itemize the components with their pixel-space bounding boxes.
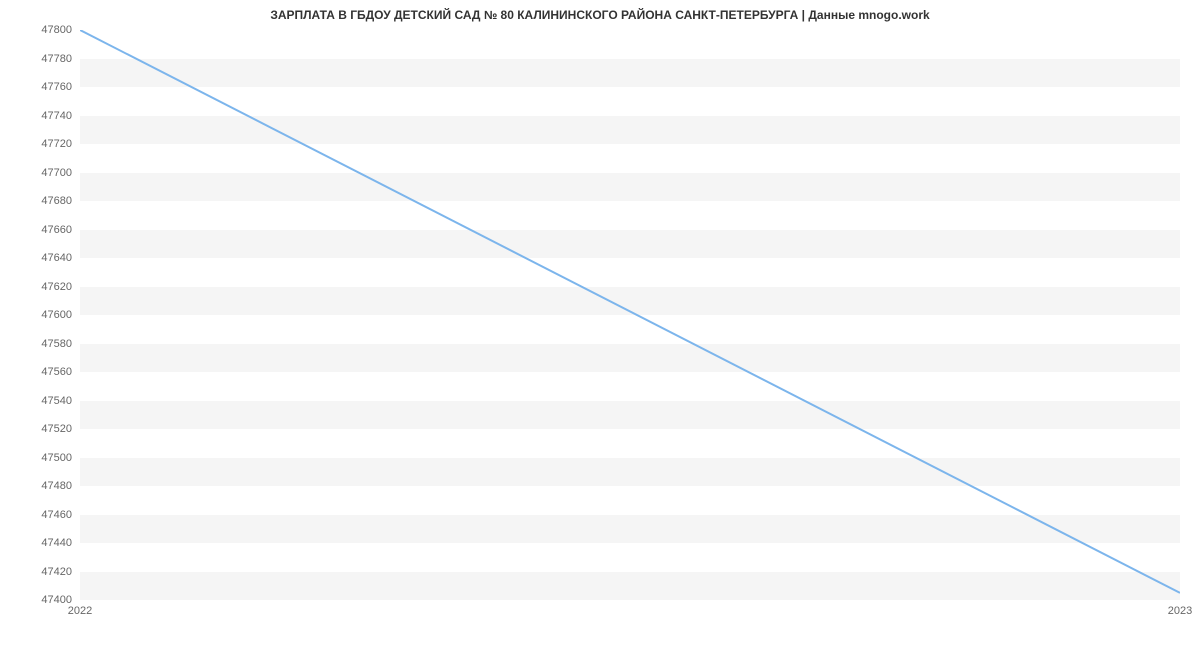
grid-band — [80, 543, 1180, 572]
grid-band — [80, 258, 1180, 287]
grid-band — [80, 372, 1180, 401]
grid-band — [80, 344, 1180, 373]
grid-band — [80, 515, 1180, 544]
x-axis-tick-label: 2022 — [68, 605, 92, 617]
grid-band — [80, 572, 1180, 601]
y-axis-tick-label: 47760 — [12, 81, 72, 93]
y-axis-tick-label: 47540 — [12, 395, 72, 407]
y-axis-tick-label: 47640 — [12, 252, 72, 264]
grid-band — [80, 429, 1180, 458]
y-axis-tick-label: 47580 — [12, 338, 72, 350]
y-axis-tick-label: 47680 — [12, 195, 72, 207]
y-axis-tick-label: 47720 — [12, 138, 72, 150]
grid-band — [80, 486, 1180, 515]
y-axis-tick-label: 47740 — [12, 110, 72, 122]
grid-band — [80, 144, 1180, 173]
grid-band — [80, 458, 1180, 487]
grid-band — [80, 401, 1180, 430]
y-axis-tick-label: 47800 — [12, 24, 72, 36]
chart-title: ЗАРПЛАТА В ГБДОУ ДЕТСКИЙ САД № 80 КАЛИНИ… — [0, 0, 1200, 22]
y-axis-tick-label: 47520 — [12, 423, 72, 435]
chart-plot-area — [80, 30, 1180, 600]
x-axis-tick-label: 2023 — [1168, 605, 1192, 617]
grid-band — [80, 30, 1180, 59]
grid-band — [80, 287, 1180, 316]
y-axis-tick-label: 47560 — [12, 366, 72, 378]
grid-band — [80, 87, 1180, 116]
y-axis-tick-label: 47440 — [12, 537, 72, 549]
grid-band — [80, 173, 1180, 202]
y-axis-tick-label: 47420 — [12, 566, 72, 578]
y-axis-tick-label: 47620 — [12, 281, 72, 293]
y-axis-tick-label: 47780 — [12, 53, 72, 65]
grid-band — [80, 59, 1180, 88]
y-axis-tick-label: 47400 — [12, 594, 72, 606]
y-axis-tick-label: 47500 — [12, 452, 72, 464]
y-axis-tick-label: 47700 — [12, 167, 72, 179]
y-axis-tick-label: 47460 — [12, 509, 72, 521]
grid-band — [80, 315, 1180, 344]
grid-band — [80, 201, 1180, 230]
y-axis-tick-label: 47660 — [12, 224, 72, 236]
grid-band — [80, 116, 1180, 145]
grid-band — [80, 230, 1180, 259]
y-axis-tick-label: 47480 — [12, 480, 72, 492]
y-axis-tick-label: 47600 — [12, 309, 72, 321]
